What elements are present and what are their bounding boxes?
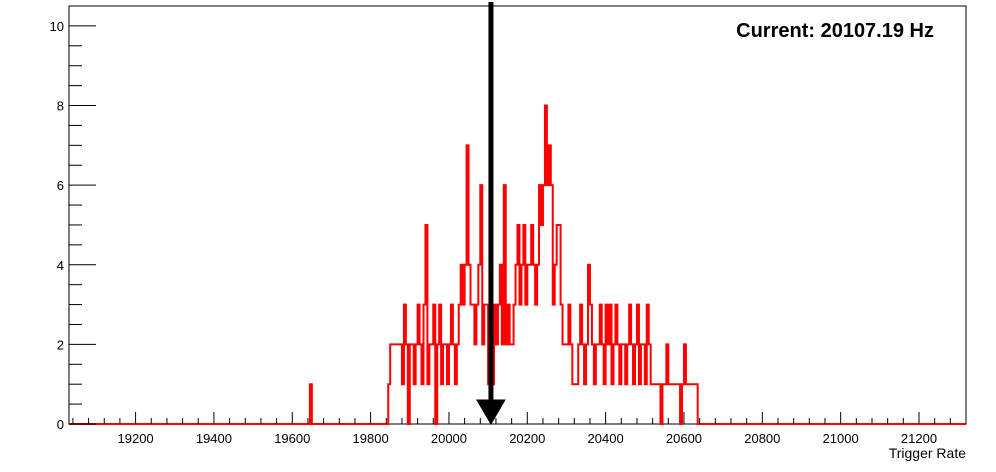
y-tick-label: 2: [57, 337, 64, 352]
x-axis-title: Trigger Rate: [889, 445, 967, 461]
x-tick-label: 20200: [509, 431, 545, 446]
y-tick-label: 4: [57, 258, 64, 273]
current-marker-arrowhead: [476, 399, 506, 425]
plot-frame: [68, 5, 967, 425]
y-tick-label: 0: [57, 417, 64, 432]
x-tick-label: 20800: [744, 431, 780, 446]
histogram-series-0: [69, 104, 966, 425]
x-tick-label: 19800: [353, 431, 389, 446]
x-tick-label: 19400: [196, 431, 232, 446]
x-tick-label: 19600: [274, 431, 310, 446]
y-tick-label: 10: [50, 19, 64, 34]
x-tick-label: 21200: [901, 431, 937, 446]
x-tick-label: 19200: [118, 431, 154, 446]
y-tick-label: 8: [57, 99, 64, 114]
x-tick-label: 20400: [588, 431, 624, 446]
y-tick-label: 6: [57, 178, 64, 193]
x-tick-label: 20000: [431, 431, 467, 446]
x-tick-label: 21000: [823, 431, 859, 446]
x-tick-label: 20600: [666, 431, 702, 446]
current-value-label: Current: 20107.19 Hz: [736, 20, 934, 42]
